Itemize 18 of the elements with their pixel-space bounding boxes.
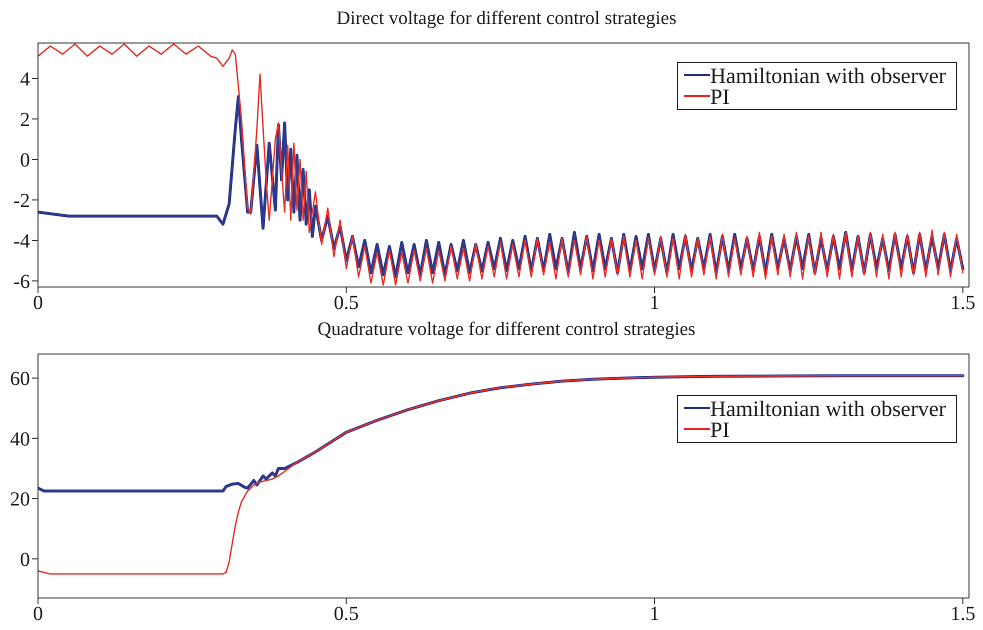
- y-tick-label: 60: [10, 368, 30, 390]
- chart-title: Quadrature voltage for different control strategies: [316, 319, 696, 342]
- y-tick-label: -6: [13, 271, 30, 294]
- x-tick-label: 1: [650, 292, 660, 314]
- x-tick-label: 1.5: [950, 603, 976, 626]
- y-tick-label: -4: [13, 230, 30, 253]
- x-tick-label: 1.5: [950, 292, 976, 314]
- y-tick-label: 40: [10, 428, 30, 450]
- y-tick-label: 0: [20, 548, 30, 571]
- y-tick-label: 0: [20, 150, 30, 172]
- x-tick-label: 0.5: [334, 292, 359, 314]
- chart-title: Direct voltage for different control strategies: [336, 8, 678, 31]
- y-tick-label: 20: [10, 488, 30, 511]
- y-tick-label: 4: [20, 68, 30, 91]
- x-tick-label: 1: [650, 603, 660, 626]
- y-tick-label: -2: [13, 190, 30, 212]
- x-tick-label: 0.5: [334, 603, 359, 626]
- y-tick-label: 2: [20, 109, 30, 132]
